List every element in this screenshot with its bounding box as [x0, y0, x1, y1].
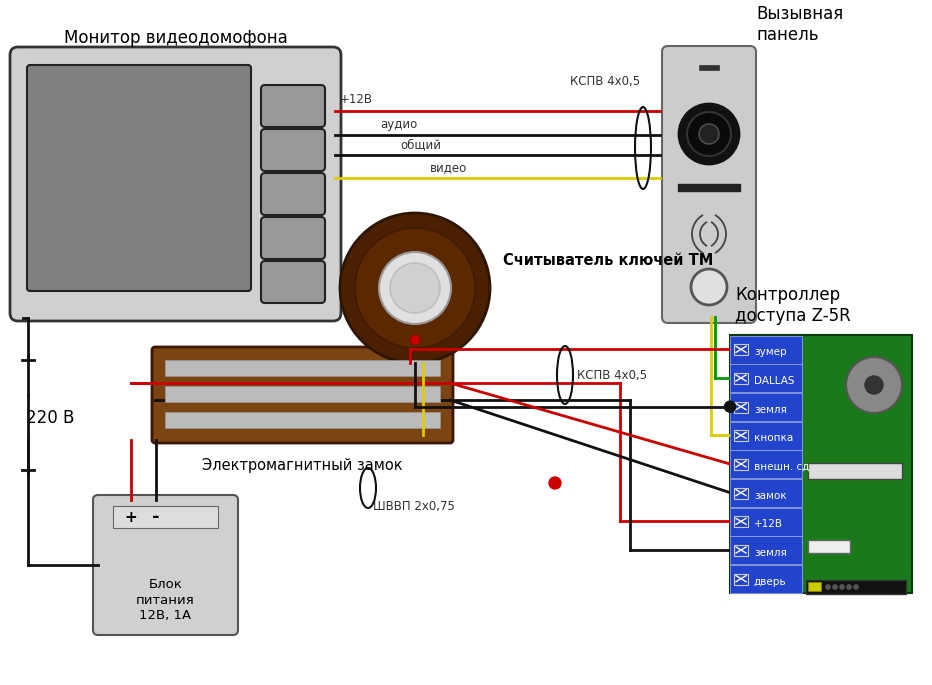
Bar	[165, 386, 440, 402]
Circle shape	[355, 228, 475, 348]
Circle shape	[854, 584, 858, 590]
Circle shape	[846, 584, 852, 590]
Bar	[678, 184, 740, 191]
FancyBboxPatch shape	[261, 85, 325, 127]
Bar	[734, 373, 748, 384]
Bar	[734, 488, 748, 499]
Bar	[734, 459, 748, 470]
Text: общий: общий	[400, 138, 441, 151]
Bar	[730, 422, 802, 449]
Circle shape	[379, 252, 451, 324]
Text: дверь: дверь	[754, 577, 787, 586]
Bar	[730, 508, 802, 536]
Text: ШВВП 2х0,75: ШВВП 2х0,75	[373, 500, 455, 513]
Circle shape	[687, 112, 731, 156]
Circle shape	[410, 335, 420, 345]
Bar	[730, 451, 802, 478]
Bar	[730, 393, 802, 421]
Circle shape	[340, 213, 490, 363]
FancyBboxPatch shape	[662, 46, 756, 323]
Text: DALLAS: DALLAS	[754, 376, 794, 386]
Text: зумер: зумер	[754, 347, 787, 358]
Circle shape	[679, 104, 739, 164]
Text: земля: земля	[754, 405, 787, 414]
FancyBboxPatch shape	[261, 129, 325, 171]
Text: кнопка: кнопка	[754, 434, 793, 443]
Text: +: +	[125, 510, 137, 525]
Circle shape	[724, 401, 735, 412]
Circle shape	[699, 124, 719, 144]
Bar	[808, 582, 821, 591]
FancyBboxPatch shape	[261, 173, 325, 215]
FancyBboxPatch shape	[152, 347, 453, 443]
Text: -: -	[152, 508, 159, 526]
Bar	[730, 479, 802, 507]
Text: замок: замок	[754, 490, 787, 501]
Text: Считыватель ключей ТМ: Считыватель ключей ТМ	[503, 253, 713, 268]
FancyBboxPatch shape	[93, 495, 238, 635]
Circle shape	[390, 263, 440, 313]
Bar	[734, 545, 748, 556]
Bar	[730, 364, 802, 393]
Text: земля: земля	[754, 548, 787, 558]
Bar	[730, 536, 802, 564]
Bar	[808, 463, 902, 479]
Text: КСПВ 4х0,5: КСПВ 4х0,5	[570, 75, 640, 88]
Bar	[699, 65, 719, 70]
Circle shape	[832, 584, 838, 590]
Bar	[165, 412, 440, 428]
Circle shape	[549, 477, 561, 489]
Bar	[734, 430, 748, 441]
Bar	[730, 335, 912, 593]
Bar	[730, 565, 802, 593]
Text: внешн. сд: внешн. сд	[754, 462, 809, 472]
FancyBboxPatch shape	[261, 217, 325, 259]
Circle shape	[840, 584, 844, 590]
FancyBboxPatch shape	[10, 47, 341, 321]
Text: +12В: +12В	[340, 93, 373, 106]
Circle shape	[846, 357, 902, 413]
Text: 220 В: 220 В	[26, 409, 75, 427]
Bar	[806, 580, 906, 594]
Bar	[165, 360, 440, 376]
Circle shape	[691, 269, 727, 305]
Text: Вызывная
панель: Вызывная панель	[756, 5, 843, 44]
Text: Контроллер
доступа Z-5R: Контроллер доступа Z-5R	[735, 286, 851, 325]
Text: Блок
питания
12В, 1А: Блок питания 12В, 1А	[136, 579, 195, 621]
Text: аудио: аудио	[380, 118, 418, 131]
Text: +12В: +12В	[754, 519, 783, 530]
Text: Электромагнитный замок: Электромагнитный замок	[202, 458, 403, 473]
Bar	[734, 401, 748, 412]
Bar	[734, 573, 748, 585]
Text: Монитор видеодомофона: Монитор видеодомофона	[63, 29, 287, 47]
Bar	[113, 506, 218, 528]
Text: КСПВ 4х0,5: КСПВ 4х0,5	[577, 369, 647, 382]
Bar	[730, 336, 802, 364]
Circle shape	[865, 376, 883, 394]
Circle shape	[826, 584, 830, 590]
Text: видео: видео	[430, 161, 467, 174]
FancyBboxPatch shape	[261, 261, 325, 303]
FancyBboxPatch shape	[27, 65, 251, 291]
Bar	[734, 516, 748, 527]
Bar	[734, 345, 748, 356]
Bar	[808, 540, 850, 553]
